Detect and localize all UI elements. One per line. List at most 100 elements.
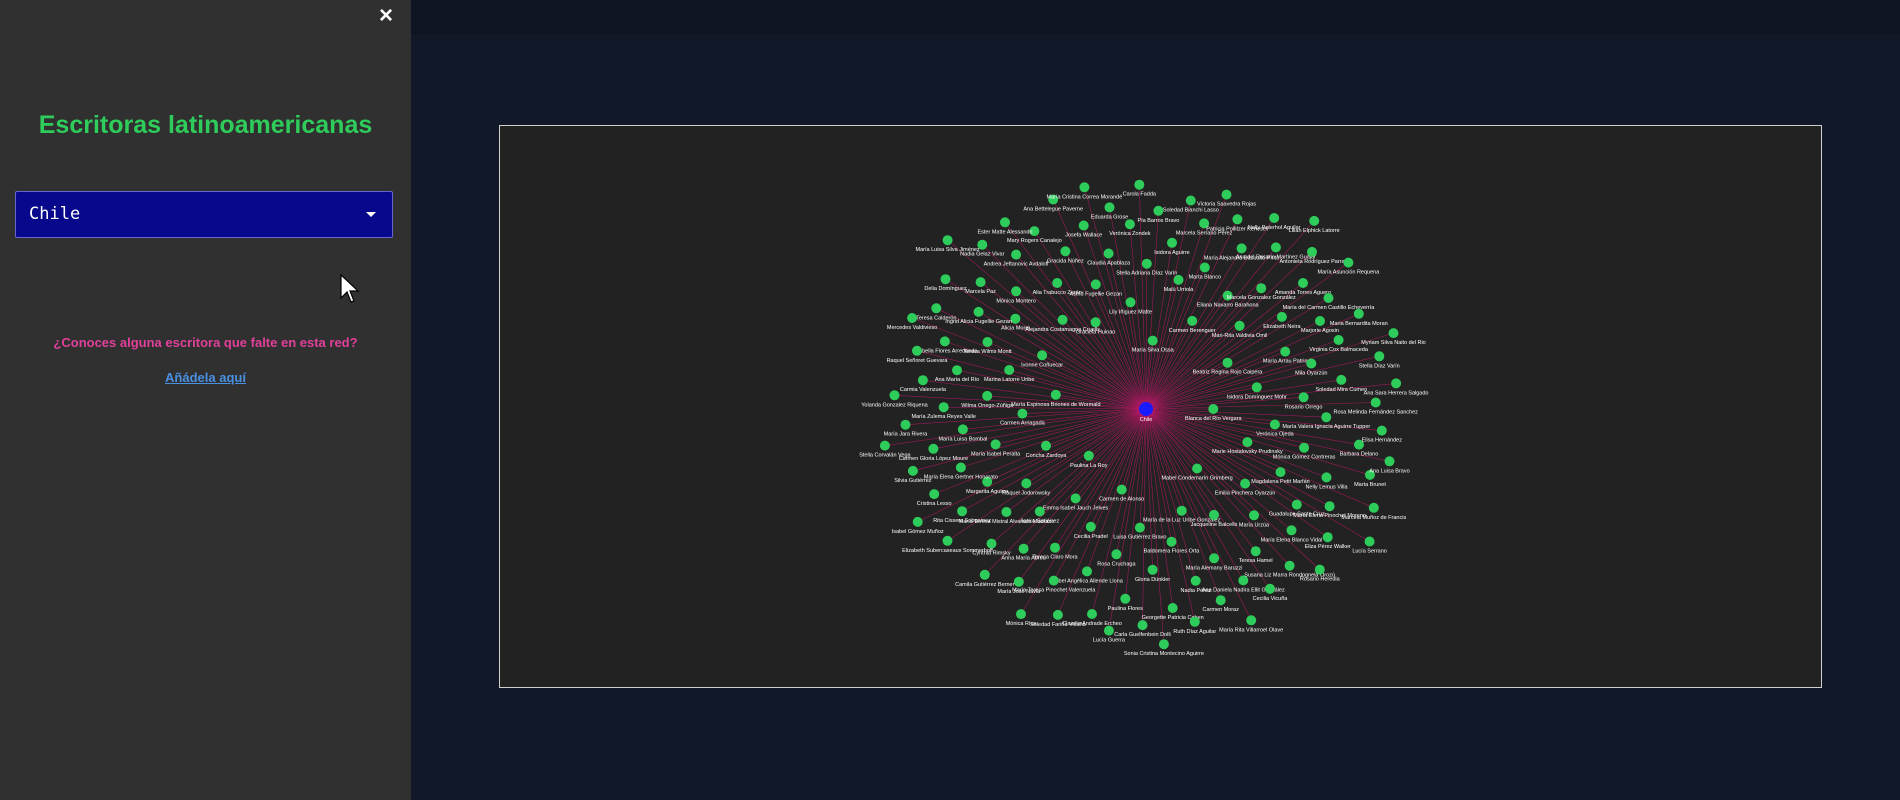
writer-node[interactable] (931, 303, 942, 314)
writer-node[interactable] (1120, 593, 1131, 604)
writer-node[interactable] (1013, 576, 1024, 587)
add-writer-link[interactable]: Añádela aquí (165, 370, 246, 385)
writer-node[interactable] (1376, 425, 1387, 436)
writer-node[interactable] (1090, 317, 1101, 328)
writer-node[interactable] (1116, 484, 1127, 495)
writer-node[interactable] (1222, 290, 1233, 301)
writer-node[interactable] (917, 375, 928, 386)
writer-node[interactable] (1103, 248, 1114, 259)
writer-node[interactable] (1232, 214, 1243, 225)
writer-node[interactable] (1111, 549, 1122, 560)
writer-node[interactable] (1388, 328, 1399, 339)
writer-node[interactable] (928, 443, 939, 454)
writer-node[interactable] (1018, 543, 1029, 554)
writer-node[interactable] (1208, 404, 1219, 414)
writer-node[interactable] (1083, 450, 1094, 461)
writer-node[interactable] (1315, 316, 1325, 326)
writer-node[interactable] (1158, 639, 1169, 650)
writer-node[interactable] (1166, 536, 1177, 547)
writer-node[interactable] (1052, 278, 1063, 288)
writer-node[interactable] (957, 506, 968, 517)
writer-node[interactable] (1368, 502, 1379, 513)
writer-node[interactable] (1309, 215, 1320, 226)
writer-node[interactable] (1048, 575, 1059, 586)
writer-node[interactable] (1333, 335, 1344, 345)
writer-node[interactable] (955, 462, 966, 473)
writer-node[interactable] (952, 365, 962, 376)
writer-node[interactable] (1323, 293, 1334, 303)
writer-node[interactable] (942, 235, 953, 246)
writer-node[interactable] (1215, 595, 1226, 606)
writer-node[interactable] (1147, 564, 1158, 575)
network-graph[interactable]: Blanca del Río Vergara Paulina La Roy Marí… (499, 125, 1822, 688)
writer-node[interactable] (1246, 615, 1257, 626)
writer-node[interactable] (1221, 189, 1232, 200)
writer-node[interactable] (1269, 419, 1280, 430)
writer-node[interactable] (889, 390, 900, 401)
writer-node[interactable] (1185, 195, 1196, 206)
writer-node[interactable] (1048, 194, 1059, 205)
writer-node[interactable] (1306, 358, 1317, 369)
writer-node[interactable] (1016, 609, 1026, 620)
writer-node[interactable] (1082, 566, 1092, 577)
writer-node[interactable] (1001, 507, 1012, 517)
writer-node[interactable] (939, 336, 950, 347)
writer-node[interactable] (912, 516, 923, 527)
writer-node[interactable] (1324, 501, 1335, 512)
writer-node[interactable] (1353, 308, 1364, 319)
writer-node[interactable] (1050, 389, 1061, 400)
writer-node[interactable] (1141, 258, 1152, 269)
writer-node[interactable] (1374, 351, 1385, 362)
writer-node[interactable] (1085, 521, 1096, 532)
network-graph-canvas[interactable]: Blanca del Río Vergara Paulina La Roy Marí… (500, 126, 1821, 687)
writer-node[interactable] (1060, 246, 1071, 257)
writer-node[interactable] (1034, 506, 1045, 517)
writer-node[interactable] (982, 476, 993, 487)
writer-node[interactable] (1124, 219, 1135, 230)
writer-node[interactable] (990, 439, 1001, 450)
writer-node[interactable] (1079, 182, 1090, 193)
writer-node[interactable] (982, 337, 993, 347)
writer-node[interactable] (1276, 311, 1287, 322)
writer-node[interactable] (1321, 472, 1332, 483)
writer-node[interactable] (1256, 283, 1267, 294)
writer-node[interactable] (1286, 525, 1297, 536)
writer-node[interactable] (1280, 346, 1291, 357)
country-node[interactable] (1139, 402, 1153, 416)
writer-node[interactable] (1017, 408, 1028, 419)
writer-node[interactable] (1125, 297, 1136, 308)
writer-node[interactable] (1078, 220, 1089, 231)
writer-node[interactable] (1189, 616, 1200, 627)
writer-node[interactable] (1275, 467, 1286, 478)
writer-node[interactable] (1167, 603, 1178, 613)
writer-node[interactable] (1004, 365, 1015, 375)
writer-node[interactable] (986, 538, 997, 549)
close-icon[interactable]: × (378, 2, 393, 29)
writer-node[interactable] (1052, 609, 1063, 620)
writer-node[interactable] (1321, 412, 1332, 423)
writer-node[interactable] (1192, 463, 1203, 474)
writer-node[interactable] (1242, 437, 1253, 448)
writer-node[interactable] (907, 465, 918, 476)
writer-node[interactable] (977, 239, 988, 250)
writer-node[interactable] (1343, 257, 1354, 268)
writer-node[interactable] (942, 535, 953, 546)
writer-node[interactable] (1173, 274, 1184, 285)
writer-node[interactable] (1070, 493, 1081, 504)
writer-node[interactable] (1011, 249, 1022, 260)
writer-node[interactable] (900, 419, 911, 430)
writer-node[interactable] (929, 489, 940, 500)
writer-node[interactable] (1137, 620, 1148, 631)
writer-node[interactable] (1250, 546, 1261, 557)
writer-node[interactable] (1240, 478, 1251, 489)
writer-node[interactable] (1050, 542, 1060, 553)
writer-node[interactable] (1298, 278, 1308, 288)
writer-node[interactable] (1265, 583, 1275, 594)
writer-node[interactable] (1322, 532, 1333, 543)
writer-node[interactable] (1134, 522, 1145, 533)
writer-node[interactable] (982, 390, 993, 401)
writer-node[interactable] (1011, 286, 1022, 297)
writer-node[interactable] (1190, 575, 1201, 586)
writer-node[interactable] (1000, 217, 1010, 228)
writer-node[interactable] (1249, 510, 1259, 521)
